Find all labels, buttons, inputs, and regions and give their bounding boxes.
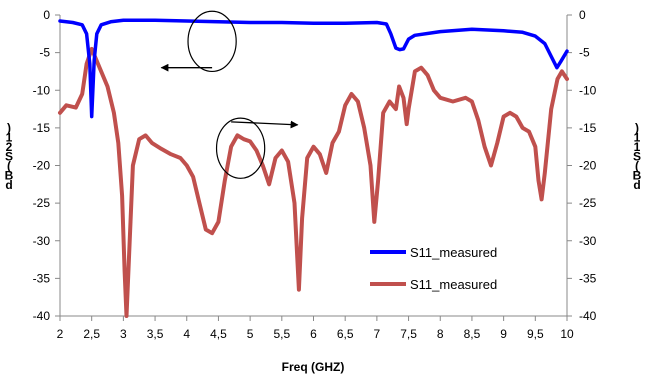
x-tick-label: 4,5 bbox=[210, 327, 227, 341]
right-y-tick-label: -15 bbox=[579, 121, 597, 135]
left-y-tick-label: -25 bbox=[33, 196, 51, 210]
y-axis-title-char: 1 bbox=[634, 131, 641, 145]
right-y-tick-label: -40 bbox=[579, 309, 597, 323]
x-tick-label: 3 bbox=[120, 327, 127, 341]
left-y-tick-label: -30 bbox=[33, 234, 51, 248]
y-axis-title-char: S bbox=[5, 150, 13, 164]
y-axis-title-char: B bbox=[633, 169, 642, 183]
y-axis-title-char: 1 bbox=[634, 140, 641, 154]
left-y-tick-label: -10 bbox=[33, 83, 51, 97]
legend-label-2: S11_measured bbox=[410, 277, 497, 292]
y-axis-title-char: S bbox=[633, 150, 641, 164]
x-axis-title: Freq (GHZ) bbox=[282, 360, 345, 374]
left-y-tick-label: -35 bbox=[33, 271, 51, 285]
y-axis-title-char: ) bbox=[635, 121, 639, 135]
left-y-tick-label: 0 bbox=[43, 8, 50, 22]
x-tick-label: 6 bbox=[310, 327, 317, 341]
series-line-red bbox=[58, 46, 569, 318]
left-y-tick-label: -5 bbox=[39, 46, 50, 60]
y-axis-title-char: ( bbox=[635, 159, 639, 173]
left-y-tick-label: -20 bbox=[33, 159, 51, 173]
x-tick-label: 4 bbox=[183, 327, 190, 341]
x-tick-label: 8 bbox=[437, 327, 444, 341]
y-axis-title-char: B bbox=[5, 169, 14, 183]
right-y-tick-label: -30 bbox=[579, 234, 597, 248]
annotation-circle bbox=[215, 117, 266, 179]
right-y-tick-label: -20 bbox=[579, 159, 597, 173]
right-y-axis-title: )11S(Bd bbox=[633, 121, 642, 192]
ticks-layer: 2 2,5 3 3,5 4 4,5 5 5,5 6 6,5 7 7,5 8 8,5 9 9,5 10 0 0 -5 -5… bbox=[33, 8, 597, 341]
series-line-blue bbox=[58, 18, 569, 119]
x-tick-label: 9,5 bbox=[527, 327, 544, 341]
x-tick-label: 5 bbox=[247, 327, 254, 341]
legend-label-1: S11_measured bbox=[410, 245, 497, 260]
annotation-circle bbox=[187, 10, 237, 73]
right-y-tick-label: -10 bbox=[579, 83, 597, 97]
x-tick-label: 10 bbox=[560, 327, 574, 341]
y-axis-title-char: 2 bbox=[6, 140, 13, 154]
x-tick-label: 7,5 bbox=[400, 327, 417, 341]
right-y-tick-label: -35 bbox=[579, 271, 597, 285]
x-tick-label: 2 bbox=[57, 327, 64, 341]
right-y-tick-label: -25 bbox=[579, 196, 597, 210]
right-y-tick-label: 0 bbox=[579, 8, 586, 22]
x-tick-label: 7 bbox=[374, 327, 381, 341]
annotation-layer bbox=[160, 10, 299, 179]
y-axis-title-char: ) bbox=[7, 121, 11, 135]
series-layer bbox=[58, 18, 569, 318]
y-axis-title-char: d bbox=[633, 178, 640, 192]
x-tick-label: 9 bbox=[500, 327, 507, 341]
y-axis-title-char: 1 bbox=[6, 131, 13, 145]
y-axis-title-char: d bbox=[5, 178, 12, 192]
legend: S11_measured S11_measured bbox=[370, 245, 497, 292]
right-y-tick-label: -5 bbox=[579, 46, 590, 60]
x-tick-label: 2,5 bbox=[83, 327, 100, 341]
left-y-tick-label: -40 bbox=[33, 309, 51, 323]
x-tick-label: 8,5 bbox=[464, 327, 481, 341]
annotation-arrow bbox=[231, 120, 299, 129]
left-y-axis-title: )12S(Bd bbox=[5, 121, 14, 192]
x-tick-label: 3,5 bbox=[147, 327, 164, 341]
x-tick-label: 6,5 bbox=[337, 327, 354, 341]
left-y-tick-label: -15 bbox=[33, 121, 51, 135]
x-tick-label: 5,5 bbox=[273, 327, 290, 341]
y-axis-title-char: ( bbox=[7, 159, 11, 173]
